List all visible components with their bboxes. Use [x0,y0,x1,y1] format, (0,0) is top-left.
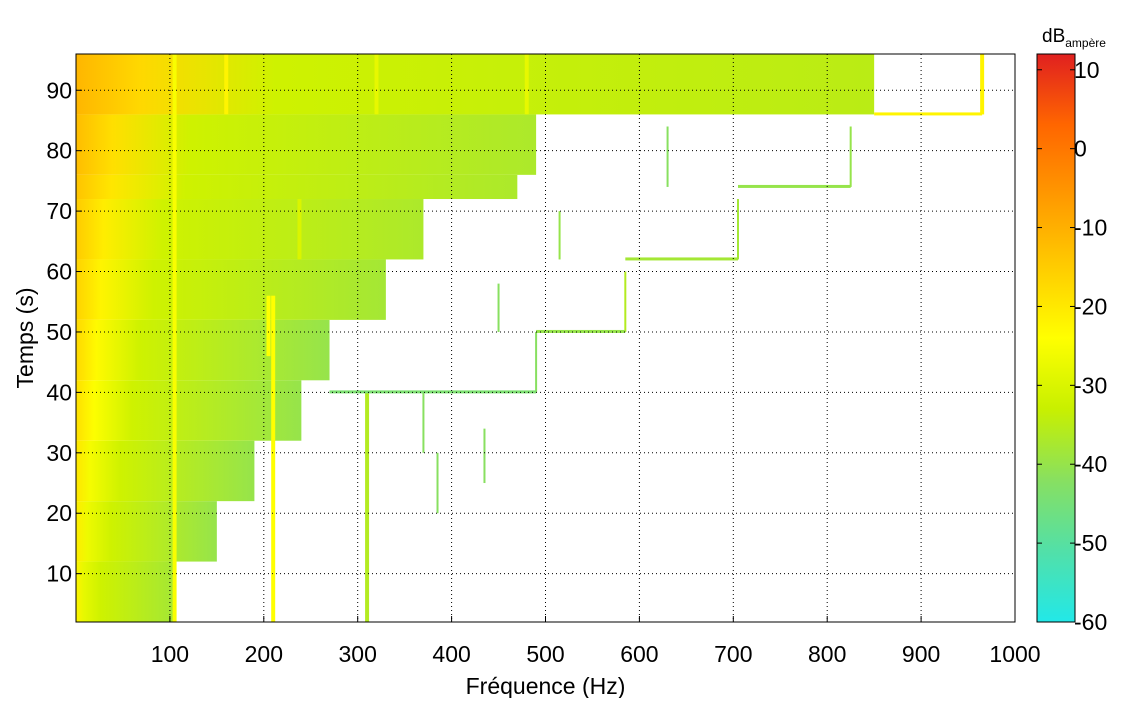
y-tick-label: 80 [46,138,72,164]
y-axis-title: Temps (s) [12,288,38,389]
colorbar-ticks: 10 0 -10 -20 -30 -40 -50 -60 [1037,57,1107,635]
heatmap-band [76,259,386,320]
y-tick-label: 20 [46,500,72,526]
fundamental-line [524,54,529,115]
harmonic-trace [849,126,852,187]
sweep-segment [737,184,851,188]
harmonic-trace [436,452,439,514]
x-tick-label: 100 [151,641,189,667]
y-tick-label: 70 [46,198,72,224]
colorbar-tick-label: -40 [1074,451,1107,477]
x-tick-label: 700 [714,641,752,667]
heatmap-band [76,114,537,175]
harmonic-trace [497,283,500,332]
heatmap-band [76,501,217,562]
x-tick-label: 500 [526,641,564,667]
colorbar-tick-label: -20 [1074,293,1107,319]
x-tick-label: 200 [245,641,283,667]
x-tick-label: 600 [620,641,658,667]
y-tick-label: 40 [46,379,72,405]
x-axis-ticks: 100 200 300 400 500 600 700 800 900 1000 [151,616,1041,667]
harmonic-trace [736,199,739,260]
harmonic-trace [666,126,669,187]
colorbar-tick-label: -10 [1074,215,1107,241]
colorbar-tick-label: 10 [1074,57,1100,83]
heatmap-layer [76,54,985,622]
y-tick-label: 10 [46,561,72,587]
harmonic-trace [422,392,425,453]
y-axis-ticks: 10 20 30 40 50 60 70 80 90 [46,77,82,587]
heatmap-band [76,561,175,622]
fundamental-line [980,54,985,115]
colorbar [1036,53,1076,623]
colorbar-title: dBampère [1042,26,1106,50]
harmonic-trace [624,271,627,332]
fundamental-line [271,295,276,622]
x-tick-label: 400 [432,641,470,667]
harmonic-trace [483,428,486,484]
x-tick-label: 300 [339,641,377,667]
x-tick-label: 900 [902,641,940,667]
fundamental-line [266,295,271,357]
heatmap-band [76,319,330,381]
sweep-segment [625,257,738,261]
colorbar-title-subscript: ampère [1065,36,1106,50]
fundamental-line [297,199,302,260]
colorbar-tick-label: -30 [1074,372,1107,398]
fundamental-line [224,54,229,115]
heatmap-band [76,440,255,502]
y-tick-label: 30 [46,440,72,466]
y-tick-label: 90 [46,77,72,103]
heatmap-band [76,174,518,200]
grid-layer [76,54,1015,622]
colorbar-tick-label: -50 [1074,530,1107,556]
heatmap-band [76,199,424,260]
harmonic-trace [535,331,538,393]
x-tick-label: 1000 [989,641,1040,667]
fundamental-line [365,392,370,622]
colorbar-title-main: dB [1042,26,1065,47]
y-tick-label: 50 [46,319,72,345]
colorbar-tick-label: 0 [1074,136,1087,162]
x-tick-label: 800 [808,641,846,667]
x-axis-title: Fréquence (Hz) [466,673,626,698]
y-tick-label: 60 [46,259,72,285]
heatmap-band [76,54,875,115]
fundamental-line [172,54,177,622]
colorbar-tick-label: -60 [1074,609,1107,635]
sweep-segment [874,112,983,116]
harmonic-trace [558,211,561,260]
heatmap-band [76,380,302,441]
fundamental-line [374,54,379,115]
